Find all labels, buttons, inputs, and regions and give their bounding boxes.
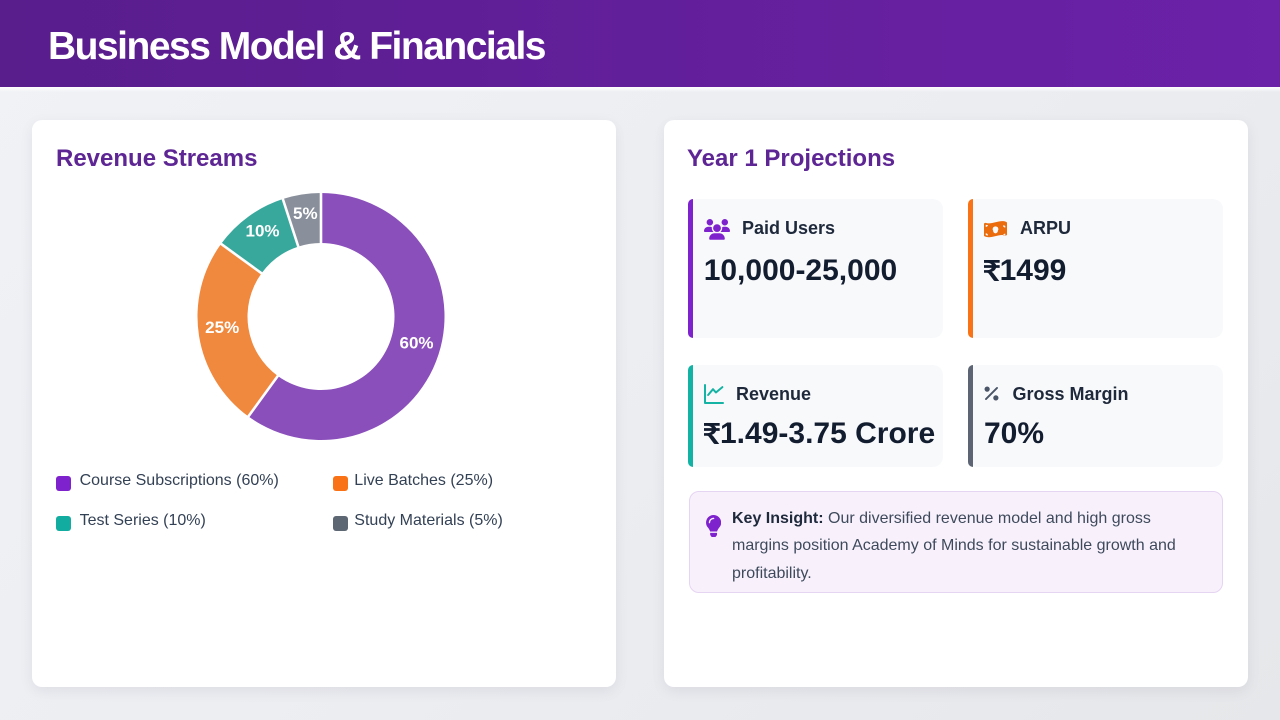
svg-text:5%: 5% xyxy=(293,204,318,223)
svg-text:10%: 10% xyxy=(245,221,279,240)
svg-text:25%: 25% xyxy=(205,318,239,337)
svg-text:60%: 60% xyxy=(399,334,433,353)
